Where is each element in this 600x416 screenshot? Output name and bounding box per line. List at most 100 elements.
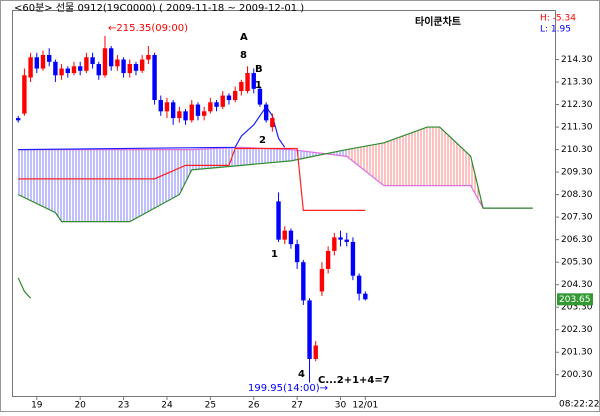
cloud (129, 149, 180, 222)
candle-body (164, 102, 170, 112)
annotation: ←215.35(09:00) (108, 23, 188, 34)
candle-body (282, 230, 287, 240)
candle-body (325, 250, 331, 269)
candle-body (363, 293, 368, 300)
candle-body (170, 102, 176, 119)
chart-title: <60분> 선물 0912(19C0000) ( 2009-11-18 ~ 20… (14, 2, 304, 14)
cloud (427, 127, 440, 186)
candle-body (270, 118, 275, 128)
candle-body (102, 48, 108, 76)
candle-body (90, 57, 95, 65)
annotation: 1 (271, 249, 278, 260)
candle-body (139, 59, 145, 71)
y-tick-label: 214.30 (561, 55, 593, 65)
candle-body (220, 95, 225, 107)
x-tick-label: 23 (118, 401, 129, 411)
candle-body (84, 57, 89, 71)
candle-body (71, 66, 77, 74)
candle-body (245, 73, 250, 92)
brand: 타이쿤차트 (415, 15, 461, 28)
cloud (439, 127, 471, 186)
annotation: 1 (255, 80, 262, 91)
candle-body (146, 55, 151, 60)
cloud (61, 149, 130, 222)
candle-body (276, 201, 281, 240)
y-tick-label: 206.30 (561, 235, 593, 245)
y-tick-label: 201.30 (561, 348, 593, 358)
stat-high: H: -5.34 (540, 14, 576, 24)
y-tick-label: 211.30 (561, 123, 593, 133)
candle-body (177, 111, 182, 119)
annotation: 8 (240, 50, 247, 61)
candle-body (239, 82, 244, 92)
candle-body (257, 88, 263, 105)
span-b (17, 126, 533, 223)
x-tick-label: 30 (335, 401, 347, 411)
indicator-line (17, 277, 32, 299)
y-tick-label: 204.30 (561, 280, 593, 290)
candle-body (189, 104, 194, 121)
cloud (18, 149, 56, 213)
x-tick-label: 12/01 (352, 401, 378, 411)
candle-body (28, 57, 33, 78)
cloud (179, 149, 192, 195)
candle-body (294, 244, 300, 263)
candle-body (77, 66, 83, 71)
candle-body (208, 102, 213, 112)
candle-body (344, 239, 349, 242)
candle-body (40, 55, 46, 69)
candle-body (127, 64, 132, 74)
candle-body (232, 91, 238, 101)
y-tick-label: 212.30 (561, 100, 593, 110)
x-tick-label: 26 (248, 401, 260, 411)
candle-body (121, 59, 126, 74)
y-tick-label: 205.30 (561, 258, 593, 268)
y-tick-label: 203.30 (561, 303, 593, 313)
candle-body (301, 262, 306, 301)
cloud (346, 142, 384, 186)
y-tick-label: 207.30 (561, 213, 593, 223)
indicator-line (18, 147, 366, 211)
candle-body (201, 111, 207, 116)
candle-body (59, 68, 64, 76)
candle-body (214, 102, 219, 107)
candle-body (158, 100, 163, 112)
indicator-line (18, 105, 286, 151)
last-price-label: 203.65 (559, 295, 591, 305)
candle-body (350, 241, 356, 276)
x-tick-label: 27 (291, 401, 302, 411)
candle-body (263, 104, 269, 121)
cloud (383, 127, 428, 186)
candle-body (65, 68, 70, 74)
candle-body (53, 61, 58, 76)
y-tick-label: 213.30 (561, 78, 593, 88)
candle-body (34, 57, 39, 69)
annotation: 4 (298, 369, 305, 380)
plot-border (12, 10, 556, 397)
candle-body (338, 237, 343, 240)
y-tick-label: 208.30 (561, 190, 593, 200)
annotation: A (240, 32, 248, 43)
candle-body (251, 73, 256, 89)
candle-body (319, 268, 325, 292)
candle-body (22, 75, 27, 114)
candle-body (108, 48, 114, 67)
candle-body (288, 230, 294, 245)
annotation: 199.95(14:00)→ (248, 383, 328, 394)
y-tick-label: 210.30 (561, 145, 593, 155)
cloud (241, 147, 291, 166)
candle-body (96, 64, 101, 76)
cloud (55, 149, 62, 222)
clock: 08:22:22 (559, 400, 599, 410)
candle-body (195, 104, 201, 116)
annotation: 2 (259, 135, 266, 146)
candle-body (307, 300, 312, 359)
candle-body (356, 275, 362, 294)
annotation: C...2+1+4=7 (318, 375, 390, 386)
candle-body (313, 345, 318, 359)
candle-body (183, 111, 188, 121)
candle-body (152, 55, 157, 101)
x-tick-label: 25 (205, 401, 216, 411)
stat-low: L: 1.95 (540, 25, 571, 35)
